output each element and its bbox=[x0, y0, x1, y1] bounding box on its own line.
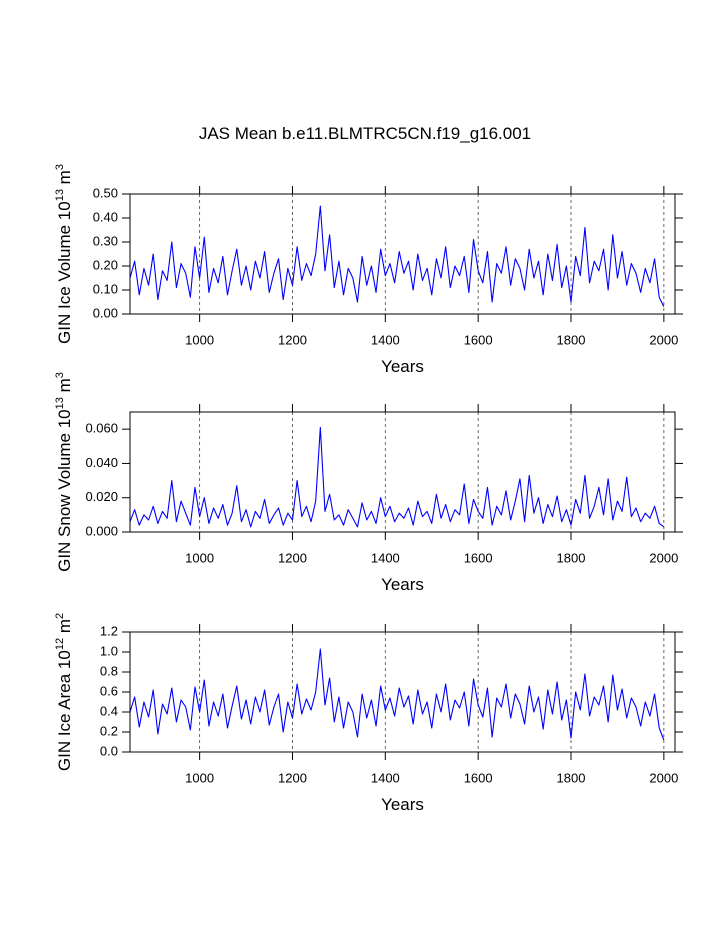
x-tick-label: 1200 bbox=[278, 550, 307, 565]
x-tick-label: 1800 bbox=[557, 332, 586, 347]
y-tick-label: 0.060 bbox=[85, 421, 118, 436]
data-line bbox=[129, 648, 665, 741]
data-line bbox=[129, 426, 665, 528]
figure-title: JAS Mean b.e11.BLMTRC5CN.f19_g16.001 bbox=[199, 124, 531, 143]
x-axis-label: Years bbox=[381, 357, 424, 376]
y-tick-label: 0.020 bbox=[85, 489, 118, 504]
y-axis-label: GIN Ice Volume 1013 m3 bbox=[54, 164, 74, 344]
x-tick-label: 1600 bbox=[464, 770, 493, 785]
y-tick-label: 0.40 bbox=[93, 209, 118, 224]
y-label-unit-exponent: 3 bbox=[54, 372, 66, 378]
x-tick-label: 2000 bbox=[649, 770, 678, 785]
x-axis-label: Years bbox=[381, 795, 424, 814]
x-tick-label: 1000 bbox=[185, 550, 214, 565]
y-label-exponent: 13 bbox=[54, 189, 66, 201]
y-tick-label: 0.20 bbox=[93, 257, 118, 272]
y-label-text: GIN Ice Area 10 bbox=[55, 650, 74, 771]
y-tick-label: 0.4 bbox=[100, 703, 118, 718]
y-axis-label: GIN Snow Volume 1013 m3 bbox=[54, 372, 74, 572]
y-label-unit-exponent: 3 bbox=[54, 164, 66, 170]
y-label-unit: m bbox=[55, 170, 74, 189]
x-tick-label: 2000 bbox=[649, 550, 678, 565]
y-label-unit: m bbox=[55, 378, 74, 397]
x-tick-label: 1000 bbox=[185, 332, 214, 347]
y-label-exponent: 13 bbox=[54, 397, 66, 409]
y-tick-label: 0.8 bbox=[100, 663, 118, 678]
y-tick-label: 0.000 bbox=[85, 523, 118, 538]
x-tick-label: 1600 bbox=[464, 332, 493, 347]
data-line bbox=[129, 205, 665, 308]
y-tick-label: 0.10 bbox=[93, 281, 118, 296]
x-tick-label: 1800 bbox=[557, 550, 586, 565]
y-tick-label: 1.0 bbox=[100, 643, 118, 658]
y-tick-label: 1.2 bbox=[100, 623, 118, 638]
x-tick-label: 1400 bbox=[371, 550, 400, 565]
x-tick-label: 1400 bbox=[371, 770, 400, 785]
x-tick-label: 1800 bbox=[557, 770, 586, 785]
y-tick-label: 0.2 bbox=[100, 723, 118, 738]
plot-frame bbox=[129, 411, 676, 533]
x-tick-label: 1400 bbox=[371, 332, 400, 347]
y-label-unit: m bbox=[55, 619, 74, 638]
y-tick-label: 0.30 bbox=[93, 233, 118, 248]
x-tick-label: 1200 bbox=[278, 770, 307, 785]
plot-frame bbox=[129, 193, 676, 315]
x-tick-label: 1600 bbox=[464, 550, 493, 565]
x-tick-label: 1000 bbox=[185, 770, 214, 785]
y-tick-label: 0.00 bbox=[93, 305, 118, 320]
plot-frame bbox=[129, 631, 676, 753]
y-tick-label: 0.6 bbox=[100, 683, 118, 698]
y-tick-label: 0.50 bbox=[93, 185, 118, 200]
x-axis-label: Years bbox=[381, 575, 424, 594]
y-axis-label: GIN Ice Area 1012 m2 bbox=[54, 613, 74, 771]
y-label-text: GIN Ice Volume 10 bbox=[55, 201, 74, 344]
y-tick-label: 0.0 bbox=[100, 743, 118, 758]
x-tick-label: 2000 bbox=[649, 332, 678, 347]
x-tick-label: 1200 bbox=[278, 332, 307, 347]
y-label-text: GIN Snow Volume 10 bbox=[55, 409, 74, 572]
y-tick-label: 0.040 bbox=[85, 455, 118, 470]
y-label-unit-exponent: 2 bbox=[54, 613, 66, 619]
y-label-exponent: 12 bbox=[54, 638, 66, 650]
